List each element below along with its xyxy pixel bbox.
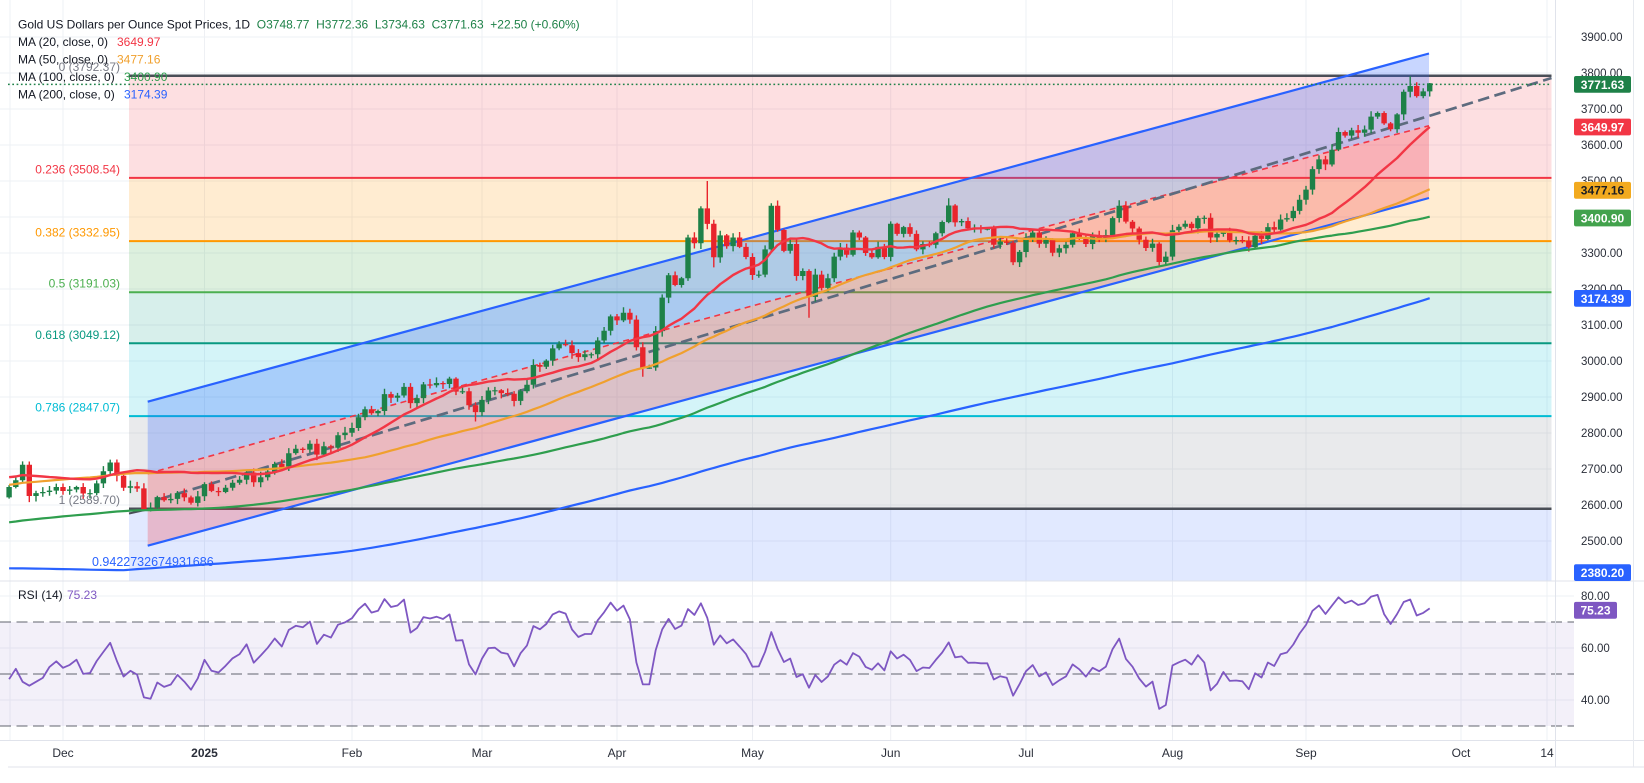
svg-text:40.00: 40.00 bbox=[1581, 695, 1610, 707]
svg-text:3400.90: 3400.90 bbox=[1581, 211, 1625, 225]
svg-text:0.236 (3508.54): 0.236 (3508.54) bbox=[35, 162, 120, 176]
svg-text:2025: 2025 bbox=[191, 746, 218, 760]
svg-text:MA (20, close, 0): MA (20, close, 0) bbox=[18, 35, 108, 49]
svg-text:MA (200, close, 0): MA (200, close, 0) bbox=[18, 87, 115, 101]
svg-text:2700.00: 2700.00 bbox=[1581, 464, 1623, 476]
svg-text:0.5 (3191.03): 0.5 (3191.03) bbox=[49, 277, 120, 291]
svg-text:3000.00: 3000.00 bbox=[1581, 356, 1623, 368]
svg-text:Aug: Aug bbox=[1162, 746, 1183, 760]
svg-text:14: 14 bbox=[1540, 746, 1554, 760]
svg-text:2500.00: 2500.00 bbox=[1581, 536, 1623, 548]
svg-text:Jun: Jun bbox=[881, 746, 900, 760]
svg-text:80.00: 80.00 bbox=[1581, 591, 1610, 603]
svg-text:2900.00: 2900.00 bbox=[1581, 392, 1623, 404]
svg-text:MA (50, close, 0): MA (50, close, 0) bbox=[18, 52, 108, 66]
svg-text:Feb: Feb bbox=[342, 746, 363, 760]
svg-text:3174.39: 3174.39 bbox=[1581, 292, 1625, 306]
svg-text:Oct: Oct bbox=[1452, 746, 1471, 760]
svg-text:3477.16: 3477.16 bbox=[117, 52, 161, 66]
svg-text:0.382 (3332.95): 0.382 (3332.95) bbox=[35, 226, 120, 240]
svg-text:May: May bbox=[741, 746, 764, 760]
svg-text:1 (2589.70): 1 (2589.70) bbox=[59, 493, 120, 507]
svg-text:Sep: Sep bbox=[1295, 746, 1317, 760]
svg-text:3477.16: 3477.16 bbox=[1581, 184, 1625, 198]
svg-text:MA (100, close, 0): MA (100, close, 0) bbox=[18, 70, 115, 84]
svg-text:Dec: Dec bbox=[52, 746, 73, 760]
svg-text:3649.97: 3649.97 bbox=[1581, 120, 1625, 134]
svg-text:3100.00: 3100.00 bbox=[1581, 320, 1623, 332]
svg-text:2600.00: 2600.00 bbox=[1581, 500, 1623, 512]
svg-text:Gold US Dollars per Ounce Spot: Gold US Dollars per Ounce Spot Prices, 1… bbox=[18, 17, 580, 31]
svg-text:0.9422732674931686: 0.9422732674931686 bbox=[92, 555, 214, 569]
svg-text:0.786 (2847.07): 0.786 (2847.07) bbox=[35, 401, 120, 415]
svg-text:0.618 (3049.12): 0.618 (3049.12) bbox=[35, 328, 120, 342]
svg-text:Jul: Jul bbox=[1018, 746, 1033, 760]
svg-text:3700.00: 3700.00 bbox=[1581, 104, 1623, 116]
svg-text:0 (3792.37): 0 (3792.37) bbox=[59, 60, 120, 74]
svg-text:3174.39: 3174.39 bbox=[124, 87, 168, 101]
svg-text:3649.97: 3649.97 bbox=[117, 35, 161, 49]
svg-text:Apr: Apr bbox=[608, 746, 627, 760]
svg-text:2380.20: 2380.20 bbox=[1581, 566, 1625, 580]
svg-text:RSI (14): RSI (14) bbox=[18, 588, 63, 602]
svg-text:Mar: Mar bbox=[472, 746, 493, 760]
svg-text:3900.00: 3900.00 bbox=[1581, 32, 1623, 44]
svg-text:3400.90: 3400.90 bbox=[124, 70, 168, 84]
svg-text:75.23: 75.23 bbox=[1580, 604, 1610, 618]
svg-text:60.00: 60.00 bbox=[1581, 643, 1610, 655]
svg-text:2800.00: 2800.00 bbox=[1581, 428, 1623, 440]
svg-text:75.23: 75.23 bbox=[67, 588, 97, 602]
svg-text:3600.00: 3600.00 bbox=[1581, 140, 1623, 152]
svg-text:3300.00: 3300.00 bbox=[1581, 248, 1623, 260]
svg-text:3771.63: 3771.63 bbox=[1581, 78, 1625, 92]
